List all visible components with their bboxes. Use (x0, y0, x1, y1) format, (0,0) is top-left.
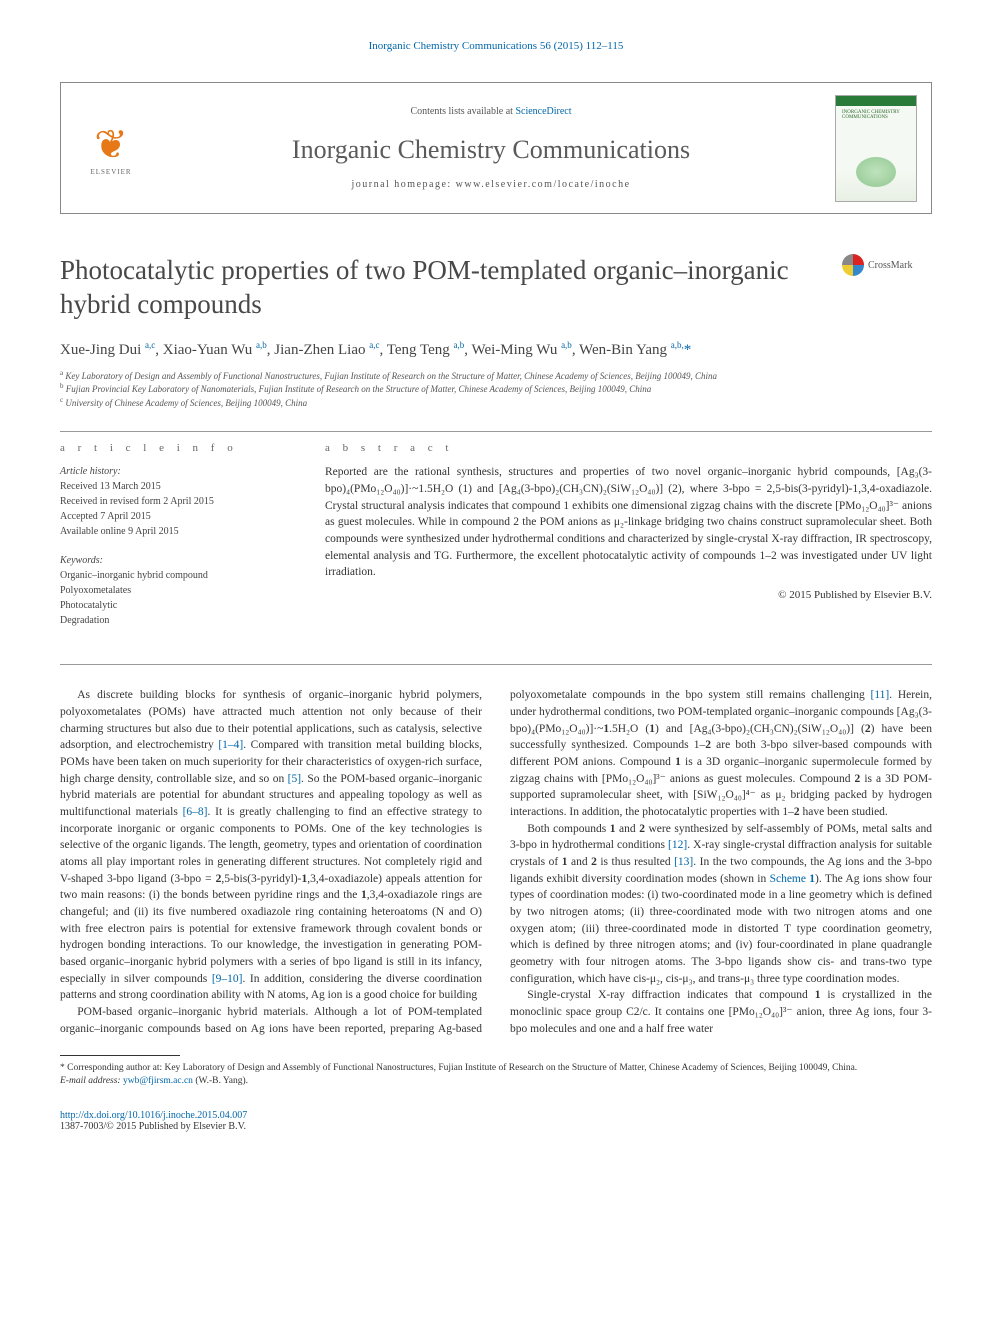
ref-link[interactable]: [5] (288, 773, 301, 785)
journal-cover-area: INORGANIC CHEMISTRY COMMUNICATIONS (821, 83, 931, 213)
ref-link[interactable]: [6–8] (183, 806, 208, 818)
body-para-4: Single-crystal X-ray diffraction indicat… (510, 987, 932, 1037)
affiliation-c: c University of Chinese Academy of Scien… (60, 396, 932, 410)
keywords-label: Keywords: (60, 555, 103, 566)
keyword-4: Degradation (60, 615, 109, 626)
email-label: E-mail address: (60, 1076, 123, 1086)
journal-name: Inorganic Chemistry Communications (292, 135, 690, 165)
page-footer: http://dx.doi.org/10.1016/j.inoche.2015.… (60, 1110, 932, 1132)
keywords-block: Keywords: Organic–inorganic hybrid compo… (60, 553, 285, 628)
keyword-3: Photocatalytic (60, 600, 117, 611)
contents-prefix: Contents lists available at (410, 106, 515, 117)
section-rule-bottom (60, 664, 932, 665)
abstract-text: Reported are the rational synthesis, str… (325, 464, 932, 581)
journal-header: ❦ ELSEVIER Contents lists available at S… (60, 82, 932, 214)
scheme-link[interactable]: Scheme 1 (770, 873, 815, 885)
section-rule-top (60, 431, 932, 432)
ref-link[interactable]: [9–10] (212, 973, 243, 985)
article-info-heading: a r t i c l e i n f o (60, 442, 285, 454)
abstract-copyright: © 2015 Published by Elsevier B.V. (325, 589, 932, 601)
contents-available-line: Contents lists available at ScienceDirec… (410, 106, 571, 117)
affiliation-a: a Key Laboratory of Design and Assembly … (60, 369, 932, 383)
crossmark-icon (842, 254, 864, 276)
ref-link[interactable]: [12] (668, 839, 687, 851)
abstract-column: a b s t r a c t Reported are the rationa… (325, 442, 932, 642)
journal-homepage-line: journal homepage: www.elsevier.com/locat… (351, 179, 630, 190)
homepage-url[interactable]: www.elsevier.com/locate/inoche (456, 179, 631, 190)
doi-link[interactable]: http://dx.doi.org/10.1016/j.inoche.2015.… (60, 1110, 247, 1121)
journal-header-center: Contents lists available at ScienceDirec… (161, 83, 821, 213)
publisher-logo-area: ❦ ELSEVIER (61, 83, 161, 213)
sciencedirect-link[interactable]: ScienceDirect (515, 106, 571, 117)
ref-link[interactable]: [1–4] (218, 739, 243, 751)
history-received: Received 13 March 2015 (60, 481, 161, 492)
affiliation-b: b Fujian Provincial Key Laboratory of Na… (60, 382, 932, 396)
body-para-3: Both compounds 1 and 2 were synthesized … (510, 821, 932, 988)
article-info-column: a r t i c l e i n f o Article history: R… (60, 442, 285, 642)
body-text: As discrete building blocks for synthesi… (60, 687, 932, 1037)
authors-line: Xue-Jing Dui a,c, Xiao-Yuan Wu a,b, Jian… (60, 340, 932, 359)
keyword-1: Organic–inorganic hybrid compound (60, 570, 208, 581)
corresp-text: * Corresponding author at: Key Laborator… (60, 1062, 932, 1075)
citation-line: Inorganic Chemistry Communications 56 (2… (60, 40, 932, 52)
affiliations: a Key Laboratory of Design and Assembly … (60, 369, 932, 410)
corresponding-author-footnote: * Corresponding author at: Key Laborator… (60, 1062, 932, 1088)
history-revised: Received in revised form 2 April 2015 (60, 496, 214, 507)
history-label: Article history: (60, 466, 121, 477)
journal-cover-thumbnail[interactable]: INORGANIC CHEMISTRY COMMUNICATIONS (835, 95, 917, 202)
abstract-heading: a b s t r a c t (325, 442, 932, 454)
elsevier-logo[interactable]: ❦ ELSEVIER (76, 108, 146, 188)
elsevier-name: ELSEVIER (90, 168, 131, 176)
article-title: Photocatalytic properties of two POM-tem… (60, 254, 842, 322)
body-para-1: As discrete building blocks for synthesi… (60, 687, 482, 1004)
history-accepted: Accepted 7 April 2015 (60, 511, 151, 522)
article-history: Article history: Received 13 March 2015 … (60, 464, 285, 539)
crossmark-badge[interactable]: CrossMark (842, 254, 932, 276)
cover-title-text: INORGANIC CHEMISTRY COMMUNICATIONS (842, 110, 916, 121)
crossmark-label: CrossMark (868, 260, 912, 271)
email-name: (W.-B. Yang). (195, 1076, 248, 1086)
ref-link[interactable]: [13] (674, 856, 693, 868)
homepage-prefix: journal homepage: (351, 179, 455, 190)
citation-link[interactable]: Inorganic Chemistry Communications 56 (2… (369, 40, 624, 52)
issn-line: 1387-7003/© 2015 Published by Elsevier B… (60, 1121, 932, 1132)
email-link[interactable]: ywb@fjirsm.ac.cn (123, 1076, 193, 1086)
elsevier-tree-icon: ❦ (94, 121, 128, 168)
keyword-2: Polyoxometalates (60, 585, 131, 596)
ref-link[interactable]: [11] (871, 689, 890, 701)
history-online: Available online 9 April 2015 (60, 526, 179, 537)
footnote-rule (60, 1055, 180, 1056)
